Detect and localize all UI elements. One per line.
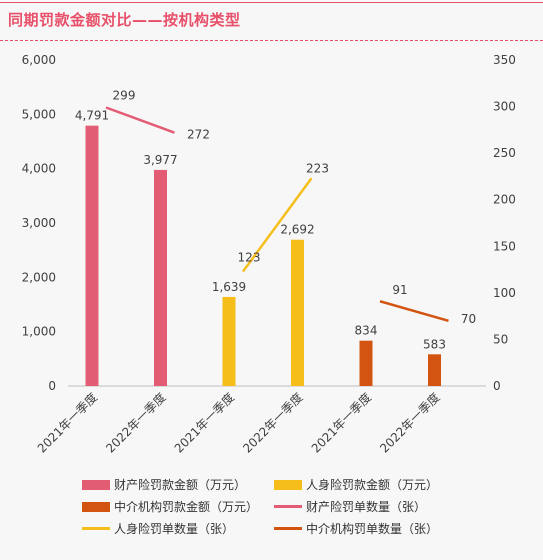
bar: [154, 169, 167, 386]
bar: [428, 354, 441, 386]
legend-bar-swatch: [82, 501, 110, 512]
legend-line-swatch: [82, 527, 110, 530]
line-data-label: 299: [113, 89, 136, 103]
right-axis-tick-label: 250: [493, 146, 516, 160]
bar-data-label: 2,692: [280, 223, 314, 237]
right-axis-tick-label: 350: [493, 53, 516, 67]
bar: [222, 296, 236, 386]
x-axis-category-label: 2021年一季度: [308, 390, 374, 456]
left-axis-tick-label: 1,000: [22, 325, 56, 339]
bar-data-label: 583: [423, 337, 446, 351]
chart-plot: 0 1,000 2,000 3,000 4,000 5,000 6,000 0 50 100 150…: [22, 53, 516, 456]
legend-item: 人身险罚单数量（张）: [82, 520, 234, 537]
legend-label: 财产险罚单数量（张）: [306, 500, 427, 514]
x-axis-category-label: 2021年一季度: [171, 390, 237, 456]
legend-line-swatch: [274, 527, 302, 530]
series-line: [105, 106, 175, 134]
left-axis-tick-label: 4,000: [22, 162, 56, 176]
legend-label: 人身险罚单数量（张）: [114, 522, 235, 536]
title-top-rule: [0, 2, 543, 3]
bar: [85, 125, 99, 387]
bar: [359, 340, 373, 386]
bar: [291, 239, 304, 386]
legend-label: 财产险罚款金额（万元）: [114, 478, 247, 492]
line-data-label: 70: [461, 312, 476, 326]
legend-bar-swatch: [82, 479, 110, 490]
right-axis-tick-label: 300: [493, 100, 516, 114]
bar-data-label: 4,791: [75, 109, 109, 123]
left-axis-tick-label: 0: [48, 379, 56, 393]
right-axis-tick-label: 200: [493, 193, 516, 207]
right-axis-tick-label: 100: [493, 286, 516, 300]
right-axis-tick-label: 0: [493, 379, 501, 393]
legend-label: 中介机构罚单数量（张）: [306, 522, 439, 536]
legend-label: 人身险罚款金额（万元）: [306, 478, 439, 492]
line-data-label: 272: [187, 128, 210, 142]
left-axis-tick-label: 5,000: [22, 107, 56, 121]
line-data-label: 223: [306, 161, 329, 175]
left-axis-tick-label: 2,000: [22, 270, 56, 284]
legend-label: 中介机构罚款金额（万元）: [114, 500, 259, 514]
title-dashed-rule: [0, 40, 543, 41]
line-data-label: 123: [238, 250, 261, 264]
x-axis-category-label: 2022年一季度: [376, 390, 442, 456]
line-data-label: 91: [392, 283, 407, 297]
legend-line-swatch: [274, 505, 302, 508]
legend-bar-swatch: [274, 479, 302, 490]
bar-data-label: 1,639: [212, 280, 246, 294]
left-axis-tick-label: 6,000: [22, 53, 56, 67]
legend-item: 中介机构罚单数量（张）: [274, 520, 438, 537]
right-axis-tick-label: 150: [493, 239, 516, 253]
chart-title: 同期罚款金额对比——按机构类型: [8, 11, 241, 29]
x-axis-category-label: 2021年一季度: [34, 390, 100, 456]
bar-data-label: 3,977: [143, 153, 177, 167]
legend-item: 人身险罚款金额（万元）: [274, 476, 438, 493]
legend-item: 中介机构罚款金额（万元）: [82, 498, 258, 515]
left-axis-tick-label: 3,000: [22, 216, 56, 230]
x-axis-category-label: 2022年一季度: [239, 390, 305, 456]
bar-data-label: 834: [355, 324, 378, 338]
legend-item: 财产险罚款金额（万元）: [82, 476, 246, 493]
x-axis-category-label: 2022年一季度: [102, 390, 168, 456]
legend-item: 财产险罚单数量（张）: [274, 498, 426, 515]
series-line: [379, 300, 449, 323]
right-axis-tick-label: 50: [493, 332, 508, 346]
series-line: [241, 177, 313, 273]
